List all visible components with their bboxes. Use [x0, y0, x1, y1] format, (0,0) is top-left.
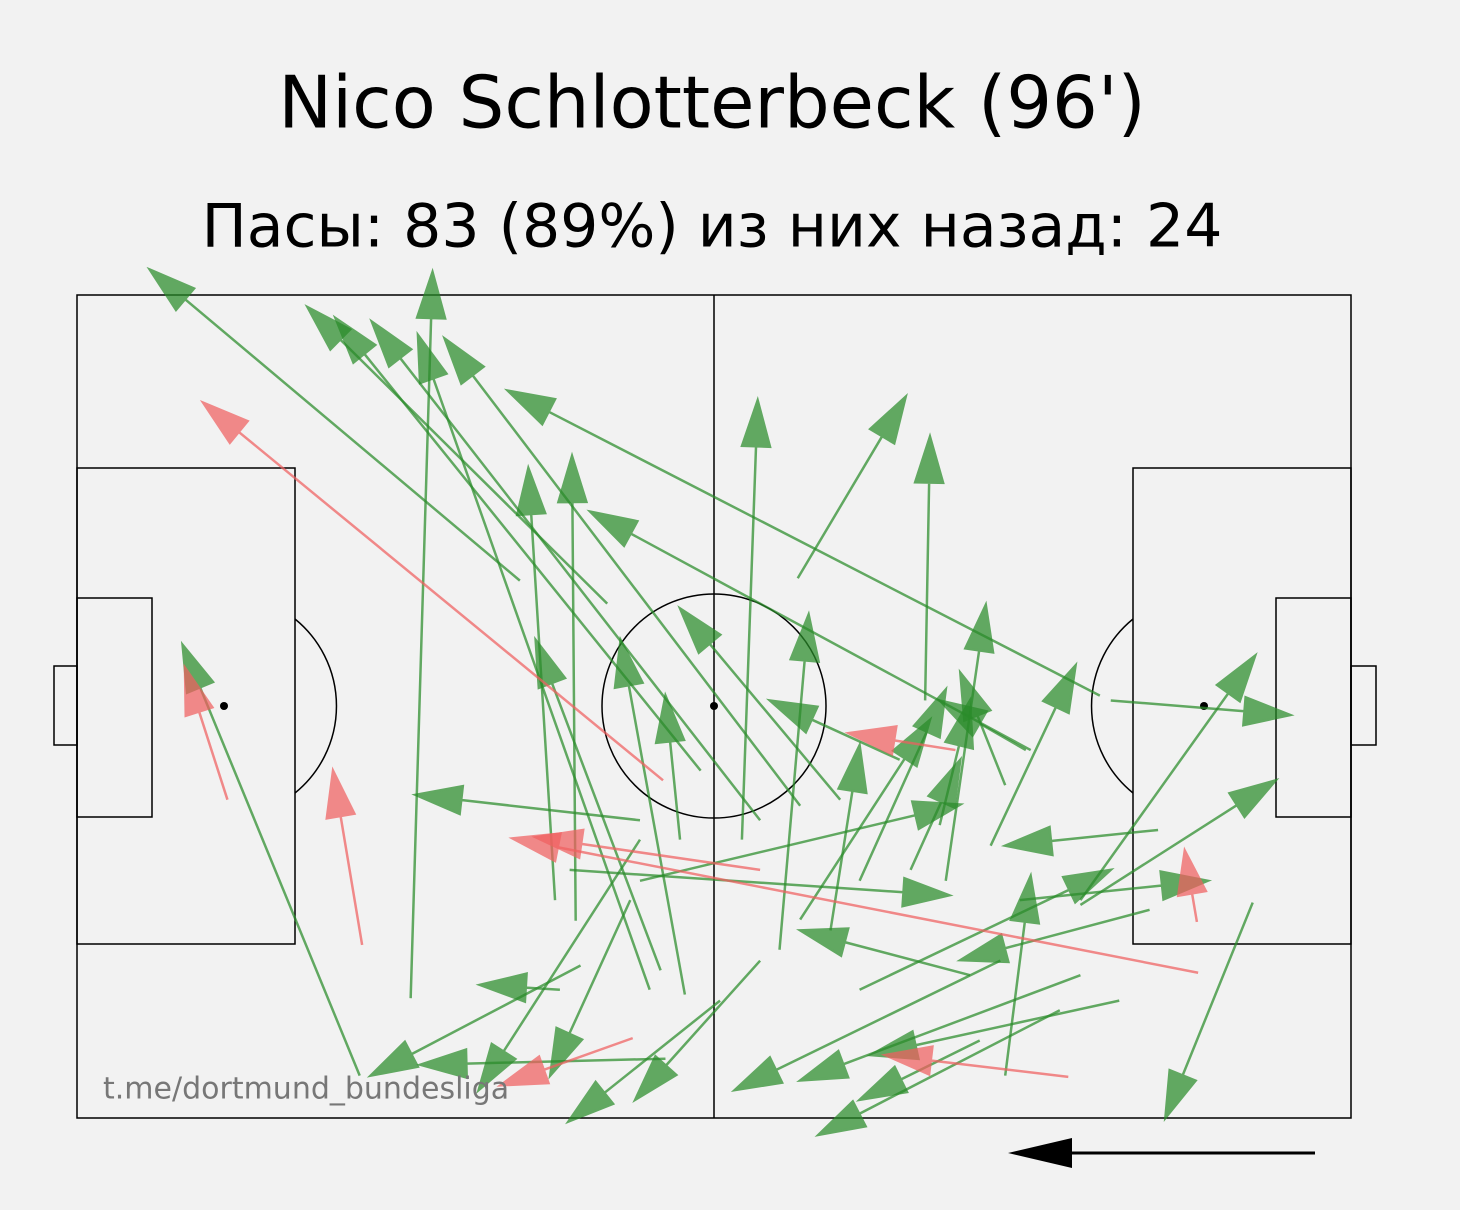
pass-arrow: [496, 1036, 634, 1087]
pitch: [53, 294, 1377, 1119]
pass-arrow: [534, 635, 662, 971]
pass-arrow: [829, 740, 868, 931]
pass-arrow: [799, 716, 933, 921]
pass-arrow: [855, 1039, 981, 1102]
pass-arrow: [1079, 778, 1280, 907]
pass-arrow: [958, 668, 1007, 786]
direction-arrow: [1008, 1138, 1315, 1168]
chart-title: Nico Schlotterbeck (96'): [278, 61, 1145, 145]
pass-arrow: [989, 661, 1078, 847]
chart-subtitle: Пасы: 83 (89%) из них назад: 24: [202, 192, 1223, 262]
pass-arrow: [366, 964, 582, 1078]
pass-arrow: [654, 691, 686, 840]
pass-arrow: [796, 392, 908, 579]
pass-arrow: [1163, 902, 1254, 1122]
pass-arrow: [411, 784, 641, 822]
watermark: t.me/dortmund_bundesliga: [103, 1072, 509, 1107]
pass-arrow: [796, 974, 1081, 1082]
pass-arrow: [814, 1009, 1061, 1137]
pass-arrow: [531, 828, 761, 872]
pass-arrow: [476, 838, 642, 1094]
pass-arrow: [795, 927, 971, 977]
pass-arrow: [1176, 846, 1208, 923]
pass-arrow: [632, 959, 762, 1104]
pass-arrow: [880, 1045, 1069, 1079]
pass-arrow: [740, 396, 772, 840]
passes: [146, 266, 1295, 1137]
pass-arrow: [199, 399, 664, 782]
pass-arrow: [1079, 652, 1258, 901]
pass-arrow: [613, 635, 687, 995]
pass-arrow: [639, 800, 965, 882]
pass-arrow: [765, 698, 901, 761]
pass-arrow: [730, 959, 1001, 1093]
pass-arrow: [304, 304, 609, 605]
pass-arrow: [1110, 695, 1295, 727]
pass-arrow: [909, 755, 963, 871]
pass-arrow: [183, 663, 229, 801]
pass-arrow: [1000, 825, 1159, 857]
pass-arrow: [332, 314, 702, 772]
pass-arrow: [844, 725, 956, 757]
pass-arrow: [503, 388, 1101, 697]
pass-arrow: [565, 999, 721, 1125]
pass-arrow: [146, 266, 521, 582]
pass-arrow: [859, 868, 1115, 991]
pass-arrow: [913, 432, 945, 701]
pass-arrow: [369, 318, 762, 822]
pass-arrow: [548, 899, 632, 1080]
pass-arrow: [325, 766, 364, 946]
pass-arrow: [956, 908, 1150, 964]
pass-arrow: [677, 605, 842, 801]
